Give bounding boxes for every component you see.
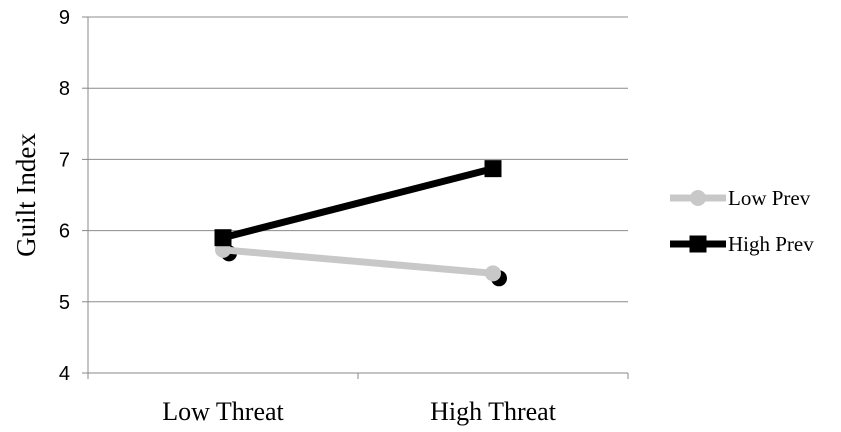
legend-item-1: High Prev [670, 232, 814, 256]
y-axis-title: Guilt Index [11, 133, 41, 257]
x-tick-label-0: Low Threat [162, 397, 284, 426]
series-1-point-0 [214, 229, 232, 247]
x-tick-labels: Low Threat High Threat [162, 397, 556, 426]
y-tick-label-6: 6 [59, 221, 70, 243]
y-tick-label-4: 4 [59, 363, 70, 385]
y-tick-label-8: 8 [59, 78, 70, 100]
series-0-point-1 [485, 265, 501, 282]
gridlines [82, 16, 629, 379]
series [214, 160, 507, 287]
legend: Low Prev High Prev [670, 186, 814, 256]
y-tick-label-9: 9 [59, 7, 70, 29]
axes [87, 17, 628, 374]
series-1-point-1 [484, 160, 502, 178]
legend-swatch-marker-0 [690, 190, 706, 206]
series-1 [214, 160, 502, 247]
y-tick-label-5: 5 [59, 292, 70, 314]
legend-item-0: Low Prev [670, 186, 811, 210]
x-tick-label-1: High Threat [430, 397, 557, 426]
y-tick-label-7: 7 [59, 149, 70, 171]
series-0-line [222, 246, 494, 277]
series-1-line [222, 165, 494, 242]
legend-swatch-marker-1 [689, 235, 707, 253]
series-0 [215, 241, 507, 287]
legend-label-0: Low Prev [728, 186, 811, 210]
legend-label-1: High Prev [728, 232, 814, 256]
y-tick-labels: 4 5 6 7 8 9 [59, 7, 70, 385]
